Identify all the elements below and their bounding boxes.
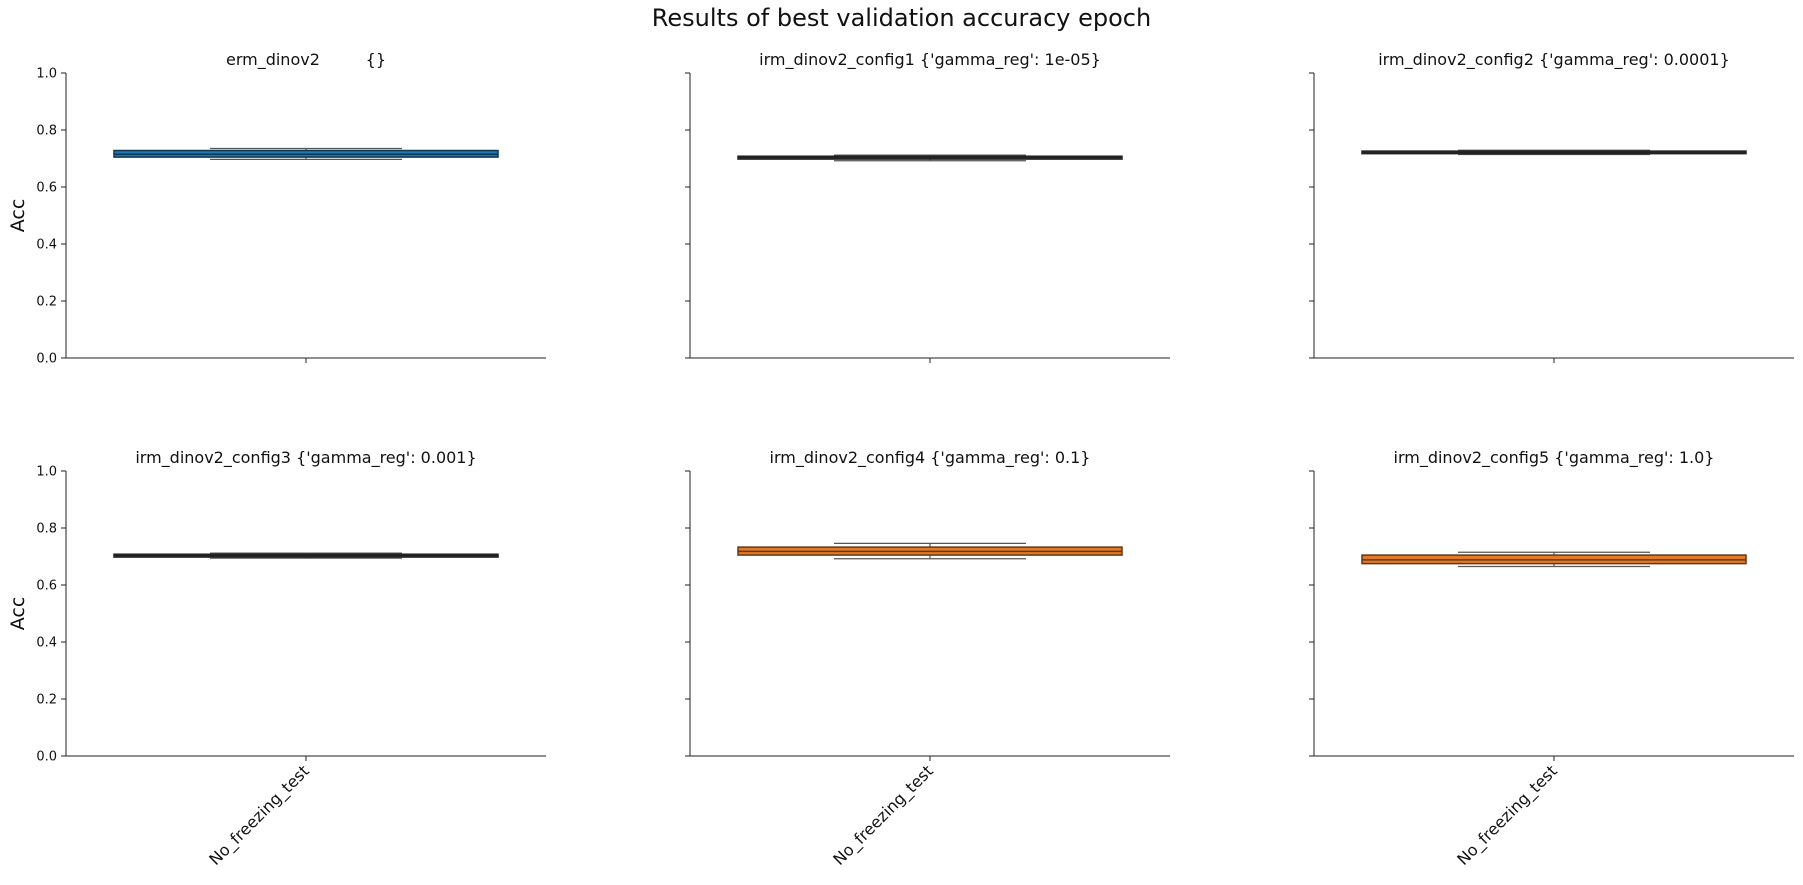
y-tick-label: 0.4 bbox=[36, 636, 57, 651]
x-tick-label: No_freezing_test bbox=[205, 761, 313, 869]
y-tick-label: 1.0 bbox=[36, 465, 57, 480]
x-tick-label: No_freezing_test bbox=[829, 761, 937, 869]
figure-title: Results of best validation accuracy epoc… bbox=[651, 4, 1152, 32]
y-axis-label: Acc bbox=[7, 199, 29, 233]
subplot-title: irm_dinov2_config4 {'gamma_reg': 0.1} bbox=[770, 448, 1091, 468]
subplot-title: irm_dinov2_config3 {'gamma_reg': 0.001} bbox=[135, 448, 476, 468]
y-tick-label: 0.6 bbox=[36, 579, 57, 594]
y-tick-label: 0.0 bbox=[36, 750, 57, 765]
subplot-6: irm_dinov2_config5 {'gamma_reg': 1.0} No_… bbox=[1309, 448, 1794, 870]
y-tick-label: 0.2 bbox=[36, 295, 57, 310]
subplot-5: irm_dinov2_config4 {'gamma_reg': 0.1} No_… bbox=[685, 448, 1170, 870]
y-tick-label: 0.8 bbox=[36, 124, 57, 139]
subplot-2: irm_dinov2_config1 {'gamma_reg': 1e-05} bbox=[685, 50, 1170, 363]
y-tick-label: 1.0 bbox=[36, 67, 57, 82]
y-tick-label: 0.4 bbox=[36, 238, 57, 253]
y-tick-label: 0.0 bbox=[36, 352, 57, 367]
y-tick-label: 0.6 bbox=[36, 181, 57, 196]
x-tick-label: No_freezing_test bbox=[1453, 761, 1561, 869]
subplot-title: irm_dinov2_config5 {'gamma_reg': 1.0} bbox=[1394, 448, 1715, 468]
subplot-title: irm_dinov2_config2 {'gamma_reg': 0.0001} bbox=[1378, 50, 1730, 70]
subplot-title: irm_dinov2_config1 {'gamma_reg': 1e-05} bbox=[759, 50, 1101, 70]
subplot-4: irm_dinov2_config3 {'gamma_reg': 0.001} 0… bbox=[7, 448, 546, 870]
y-tick-label: 0.8 bbox=[36, 522, 57, 537]
y-tick-label: 0.2 bbox=[36, 693, 57, 708]
subplot-1: erm_dinov2 {} 0.0 0.2 0.4 0.6 0.8 1.0 Acc bbox=[7, 50, 546, 367]
subplot-3: irm_dinov2_config2 {'gamma_reg': 0.0001} bbox=[1309, 50, 1794, 363]
y-axis-label: Acc bbox=[7, 597, 29, 631]
subplot-title: erm_dinov2 {} bbox=[226, 50, 386, 70]
